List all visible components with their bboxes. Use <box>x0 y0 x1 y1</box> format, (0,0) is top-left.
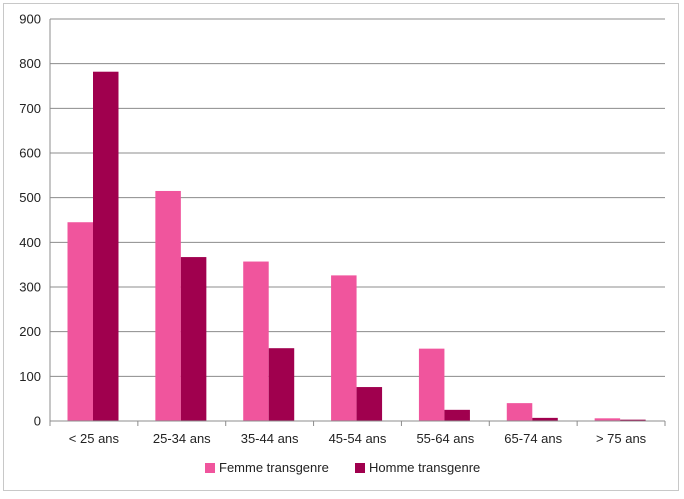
bar <box>444 409 470 421</box>
bar <box>331 275 357 421</box>
legend-label: Femme transgenre <box>219 460 329 475</box>
x-tick-label: 55-64 ans <box>416 431 474 446</box>
legend-swatch <box>205 463 215 473</box>
y-tick-label: 400 <box>19 235 41 250</box>
y-tick-label: 0 <box>34 414 41 429</box>
x-tick-label: 35-44 ans <box>241 431 299 446</box>
bar <box>506 403 533 421</box>
x-tick-label: 45-54 ans <box>329 431 387 446</box>
y-tick-label: 300 <box>19 280 41 295</box>
x-tick-label: < 25 ans <box>69 431 120 446</box>
y-tick-label: 700 <box>19 101 41 116</box>
y-tick-label: 800 <box>19 56 41 71</box>
y-tick-label: 600 <box>19 146 41 161</box>
y-tick-label: 100 <box>19 369 41 384</box>
y-tick-label: 200 <box>19 324 41 339</box>
y-tick-label: 500 <box>19 190 41 205</box>
bar <box>268 348 295 421</box>
bar <box>620 419 646 421</box>
legend-swatch <box>355 463 365 473</box>
bar <box>155 190 181 421</box>
bar <box>594 418 621 421</box>
x-tick-label: > 75 ans <box>596 431 647 446</box>
legend-label: Homme transgenre <box>369 460 480 475</box>
bar <box>532 417 558 421</box>
bar <box>67 222 93 421</box>
bar <box>243 261 269 421</box>
y-tick-label: 900 <box>19 12 41 27</box>
bar <box>93 71 119 421</box>
bar <box>356 387 383 421</box>
bar <box>418 348 445 421</box>
x-tick-label: 25-34 ans <box>153 431 211 446</box>
bar <box>180 257 207 421</box>
x-tick-label: 65-74 ans <box>504 431 562 446</box>
